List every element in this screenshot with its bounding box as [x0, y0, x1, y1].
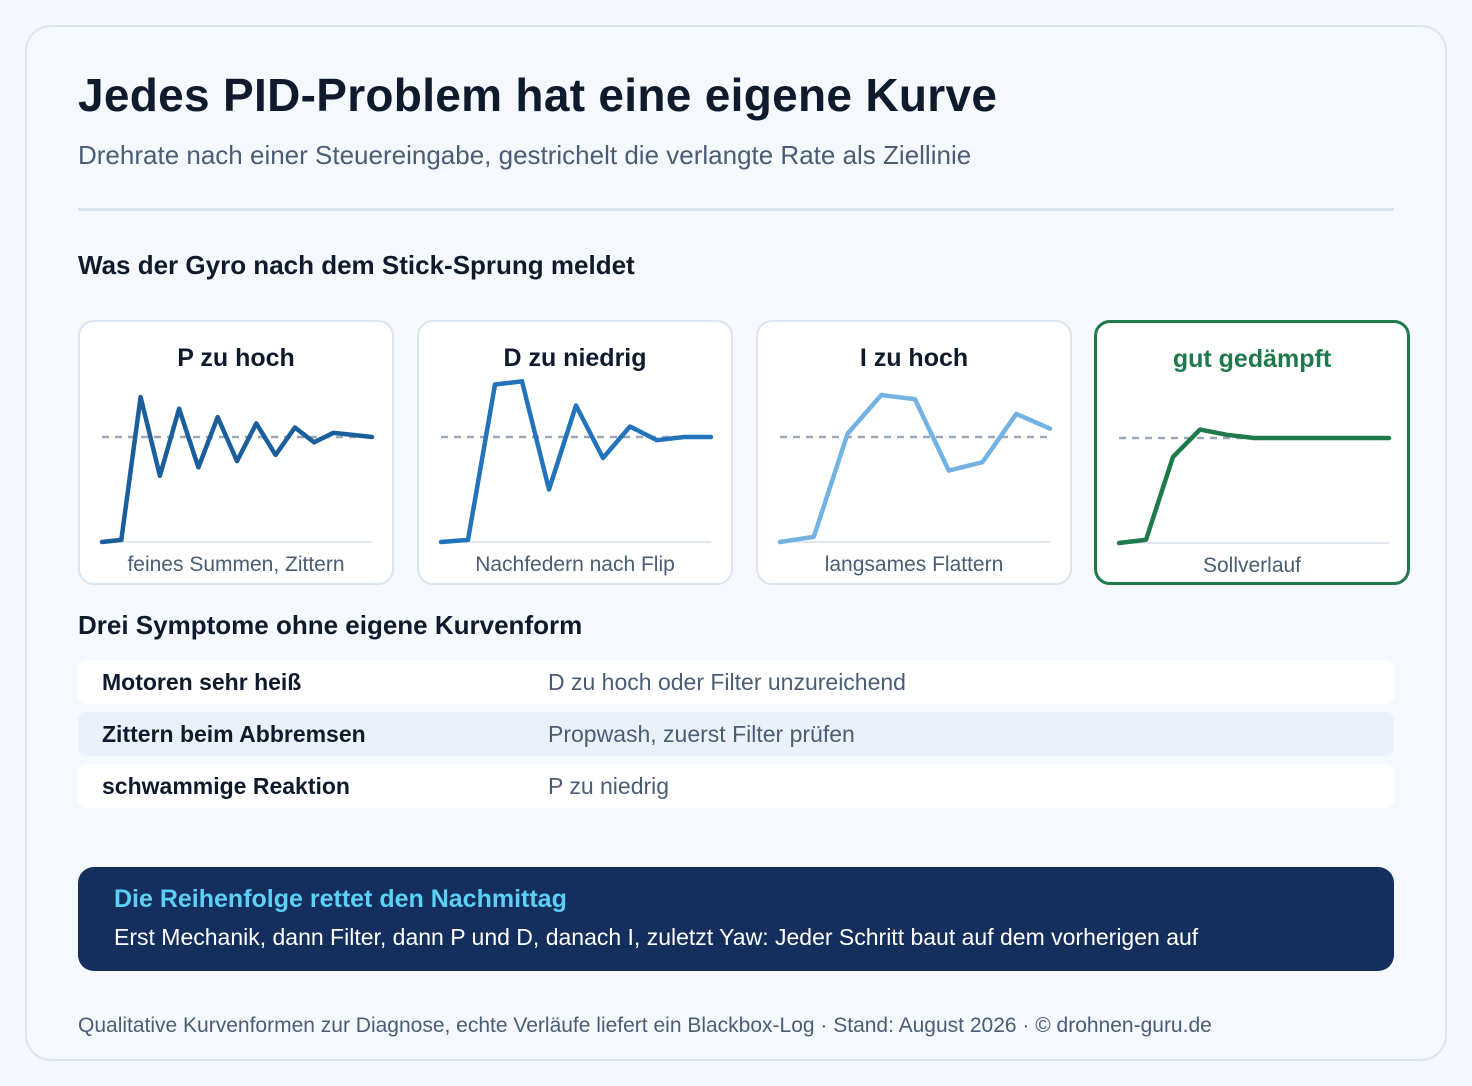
callout-heading: Die Reihenfolge rettet den Nachmittag [114, 885, 567, 913]
page-title: Jedes PID-Problem hat eine eigene Kurve [78, 69, 998, 121]
chart-svg-gut-gedaempft [1116, 427, 1392, 546]
symptom-name: Zittern beim Abbremsen [102, 721, 366, 747]
gyro-response-line [438, 379, 714, 545]
chart-title: P zu hoch [177, 344, 295, 372]
chart-svg-d-zu-niedrig [438, 379, 714, 545]
tip-callout: Die Reihenfolge rettet den Nachmittag Er… [78, 867, 1394, 971]
divider [78, 208, 1394, 211]
table-row: schwammige Reaktion P zu niedrig [78, 764, 1394, 808]
chart-title: gut gedämpft [1172, 345, 1332, 373]
chart-panel-i-zu-hoch: I zu hoch langsames Flattern [756, 320, 1072, 585]
symptom-cause: P zu niedrig [548, 773, 670, 799]
page-subtitle: Drehrate nach einer Steuereingabe, gestr… [78, 140, 972, 170]
curves-heading: Was der Gyro nach dem Stick-Sprung melde… [78, 250, 635, 280]
callout-text: Erst Mechanik, dann Filter, dann P und D… [114, 924, 1199, 950]
footer-note: Qualitative Kurvenformen zur Diagnose, e… [78, 1014, 1212, 1037]
gyro-response-line [99, 394, 375, 545]
gyro-response-line [1116, 427, 1392, 546]
gyro-response-line [777, 392, 1053, 545]
table-row: Zittern beim Abbremsen Propwash, zuerst … [78, 712, 1394, 756]
chart-title: I zu hoch [859, 344, 969, 372]
chart-caption: feines Summen, Zittern [127, 553, 345, 576]
chart-caption: langsames Flattern [824, 553, 1004, 576]
chart-caption: Nachfedern nach Flip [475, 553, 675, 576]
chart-panel-p-zu-hoch: P zu hoch feines Summen, Zittern [78, 320, 394, 585]
chart-caption: Sollverlauf [1202, 554, 1302, 577]
symptom-name: Motoren sehr heiß [102, 669, 302, 695]
symptoms-heading: Drei Symptome ohne eigene Kurvenform [78, 610, 583, 640]
chart-svg-p-zu-hoch [99, 394, 375, 545]
symptom-name: schwammige Reaktion [102, 773, 350, 799]
chart-svg-i-zu-hoch [777, 392, 1053, 545]
chart-panel-d-zu-niedrig: D zu niedrig Nachfedern nach Flip [417, 320, 733, 585]
chart-panel-gut-gedaempft: gut gedämpft Sollverlauf [1094, 320, 1410, 585]
chart-title: D zu niedrig [503, 344, 647, 372]
symptom-cause: Propwash, zuerst Filter prüfen [548, 721, 855, 747]
symptom-cause: D zu hoch oder Filter unzureichend [548, 669, 906, 695]
table-row: Motoren sehr heiß D zu hoch oder Filter … [78, 660, 1394, 704]
